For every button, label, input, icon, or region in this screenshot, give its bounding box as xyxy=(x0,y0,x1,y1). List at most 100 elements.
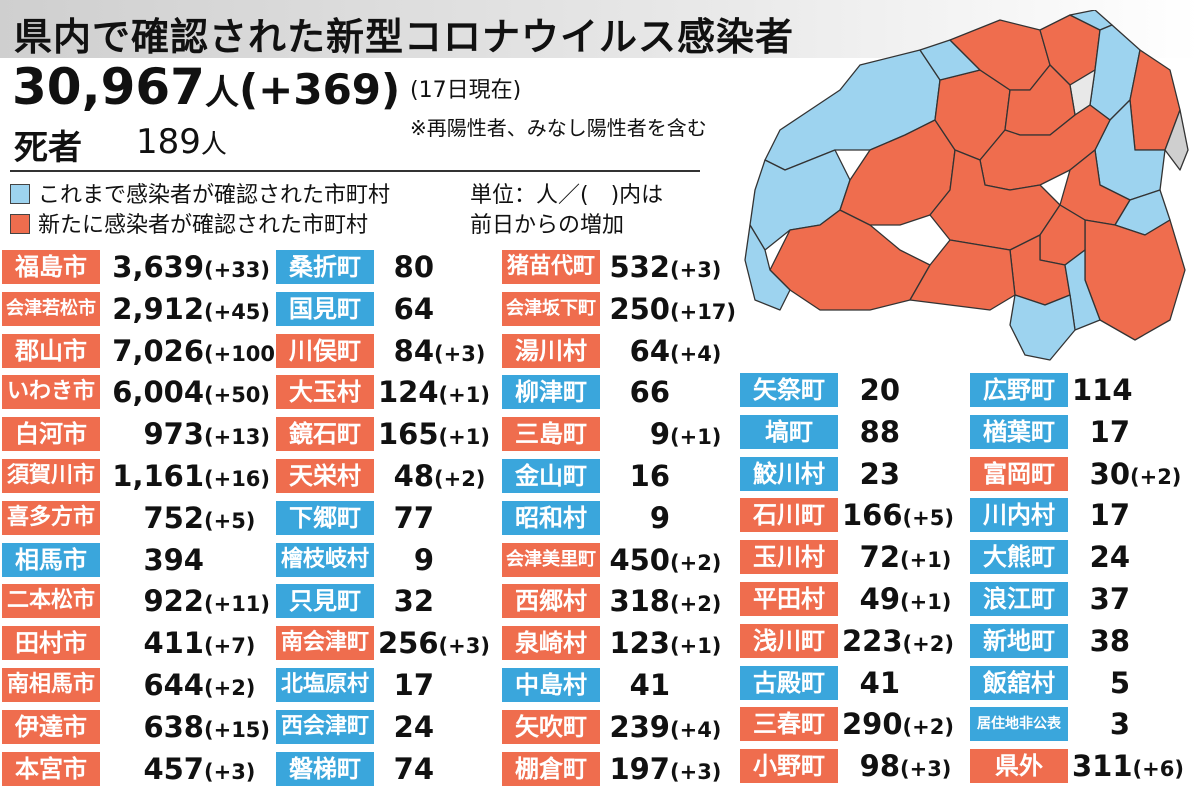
municipality-value: 114 xyxy=(1072,373,1196,407)
municipality-name: 西郷村 xyxy=(502,584,600,619)
case-change: (+15) xyxy=(204,717,271,742)
municipality-name: 広野町 xyxy=(970,373,1068,407)
case-count: 394 xyxy=(143,542,204,577)
municipality-value: 17 xyxy=(378,668,500,702)
case-change: (+2) xyxy=(670,592,722,617)
case-count: 88 xyxy=(859,414,900,449)
case-count: 17 xyxy=(1089,498,1130,533)
case-change: (+2) xyxy=(902,715,954,740)
case-change: (+33) xyxy=(204,258,271,282)
municipality-value: 80 xyxy=(378,250,500,284)
municipality-value: 290(+2) xyxy=(842,707,966,741)
legend-label-previous: これまで感染者が確認された市町村 xyxy=(38,183,391,208)
case-change: (+3) xyxy=(900,757,952,782)
case-count: 638 xyxy=(143,709,204,744)
municipality-name: 三春町 xyxy=(740,707,838,742)
municipality-name: 福島市 xyxy=(2,250,100,284)
municipality-value: 48(+2) xyxy=(378,459,500,493)
case-count: 239 xyxy=(609,709,670,744)
municipality-value: 88 xyxy=(842,415,966,449)
case-change: (+45) xyxy=(204,299,271,324)
case-change: (+5) xyxy=(902,506,954,531)
case-count: 197 xyxy=(609,751,670,786)
municipality-value: 17 xyxy=(1072,498,1196,532)
case-change: (+1) xyxy=(438,383,490,408)
municipality-value: 166(+5) xyxy=(842,498,966,532)
municipality-name: 下郷町 xyxy=(276,500,374,535)
municipality-name: 棚倉町 xyxy=(502,751,600,786)
case-change: (+2) xyxy=(1130,464,1182,489)
municipality-name: 鏡石町 xyxy=(276,417,374,452)
municipality-name: 楢葉町 xyxy=(970,414,1068,449)
municipality-name: 矢吹町 xyxy=(502,709,600,744)
municipality-value: 2,912(+45) xyxy=(104,292,270,326)
legend-item-previous: これまで感染者が確認された市町村 xyxy=(10,177,390,209)
municipality-name: 国見町 xyxy=(276,291,374,326)
municipality-name: 檜枝岐村 xyxy=(276,542,374,577)
municipality-name: いわき市 xyxy=(2,375,100,410)
municipality-value: 532(+3) xyxy=(604,250,736,284)
municipality-value: 7,026(+100) xyxy=(104,333,285,368)
municipality-name: 天栄村 xyxy=(276,459,374,493)
municipality-value: 64(+4) xyxy=(604,334,736,368)
case-count: 973 xyxy=(143,417,204,452)
fukushima-map xyxy=(744,10,1189,361)
municipality-value: 98(+3) xyxy=(842,749,966,783)
municipality-value: 644(+2) xyxy=(104,668,270,702)
municipality-name: 相馬市 xyxy=(2,542,100,577)
municipality-name: 小野町 xyxy=(740,749,838,784)
municipality-value: 239(+4) xyxy=(604,710,736,744)
case-change: (+1) xyxy=(900,590,952,614)
case-count: 64 xyxy=(629,333,670,368)
municipality-name: 湯川村 xyxy=(502,333,600,368)
case-change: (+1) xyxy=(670,634,722,659)
municipality-value: 1,161(+16) xyxy=(104,459,270,493)
case-change: (+7) xyxy=(204,634,256,659)
case-change: (+4) xyxy=(670,341,722,366)
municipality-name: 田村市 xyxy=(2,626,100,661)
case-count: 7,026 xyxy=(112,333,204,368)
map-region-hinoemata xyxy=(744,224,791,311)
municipality-name: 金山町 xyxy=(502,459,600,493)
municipality-value: 411(+7) xyxy=(104,626,270,660)
deaths-label: 死者 xyxy=(14,128,82,168)
municipality-value: 16 xyxy=(604,459,736,493)
case-count: 311 xyxy=(1072,749,1133,784)
municipality-value: 66 xyxy=(604,375,736,409)
municipality-name: 猪苗代町 xyxy=(502,250,600,284)
case-change: (+100) xyxy=(204,341,285,366)
as-of-date: (17日現在) xyxy=(410,78,522,103)
case-count: 17 xyxy=(1089,414,1130,449)
municipality-name: 白河市 xyxy=(2,417,100,452)
municipality-name: 平田村 xyxy=(740,582,838,616)
case-change: (+6) xyxy=(1132,757,1184,782)
municipality-name: 大玉村 xyxy=(276,375,374,410)
case-change: (+3) xyxy=(434,341,486,366)
municipality-value: 638(+15) xyxy=(104,710,270,744)
case-change: (+2) xyxy=(204,676,256,700)
case-change: (+16) xyxy=(204,467,271,491)
municipality-value: 77 xyxy=(378,501,500,535)
case-count: 114 xyxy=(1072,373,1133,407)
municipality-name: 南会津町 xyxy=(276,626,374,661)
case-change: (+3) xyxy=(670,759,722,784)
case-count: 74 xyxy=(393,751,434,786)
case-change: (+4) xyxy=(670,717,722,742)
municipality-name: 会津坂下町 xyxy=(502,291,600,326)
total-change: (+369) xyxy=(238,65,401,114)
case-change: (+50) xyxy=(204,383,271,408)
municipality-value: 250(+17) xyxy=(604,292,736,326)
case-change: (+2) xyxy=(902,631,954,656)
case-count: 32 xyxy=(393,584,434,619)
municipality-name: 須賀川市 xyxy=(2,459,100,493)
case-count: 38 xyxy=(1089,623,1130,658)
legend-label-new: 新たに感染者が確認された市町村 xyxy=(38,213,369,238)
case-count: 450 xyxy=(609,542,670,577)
deaths-count: 189 xyxy=(136,122,201,162)
case-change: (+11) xyxy=(204,592,271,617)
municipality-name: 大熊町 xyxy=(970,540,1068,575)
inclusion-note: ※再陽性者、みなし陽性者を含む xyxy=(410,116,707,140)
municipality-value: 5 xyxy=(1072,666,1196,700)
case-change: (+1) xyxy=(900,548,952,573)
municipality-name: 県外 xyxy=(970,749,1068,784)
